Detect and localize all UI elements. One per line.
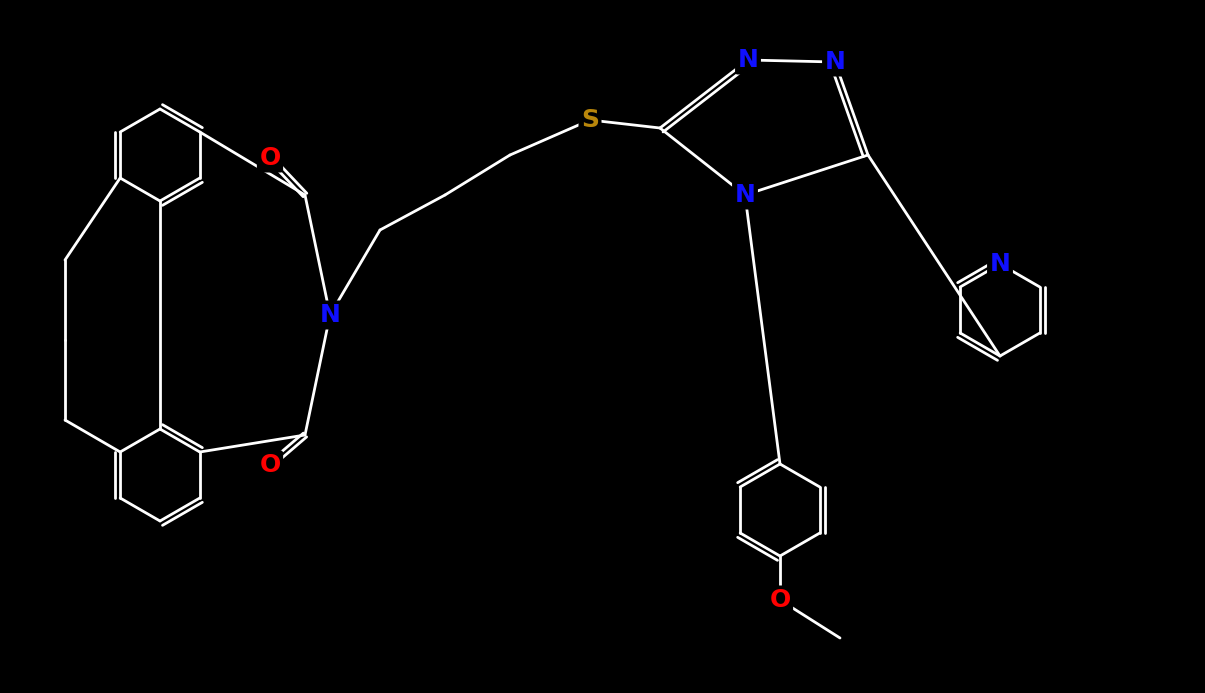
Text: N: N (319, 303, 341, 327)
Text: N: N (737, 48, 758, 72)
Text: N: N (989, 252, 1011, 276)
Text: O: O (769, 588, 790, 612)
Text: O: O (259, 146, 281, 170)
Text: N: N (735, 183, 756, 207)
Text: S: S (581, 108, 599, 132)
Text: N: N (824, 50, 846, 74)
Text: O: O (259, 453, 281, 477)
